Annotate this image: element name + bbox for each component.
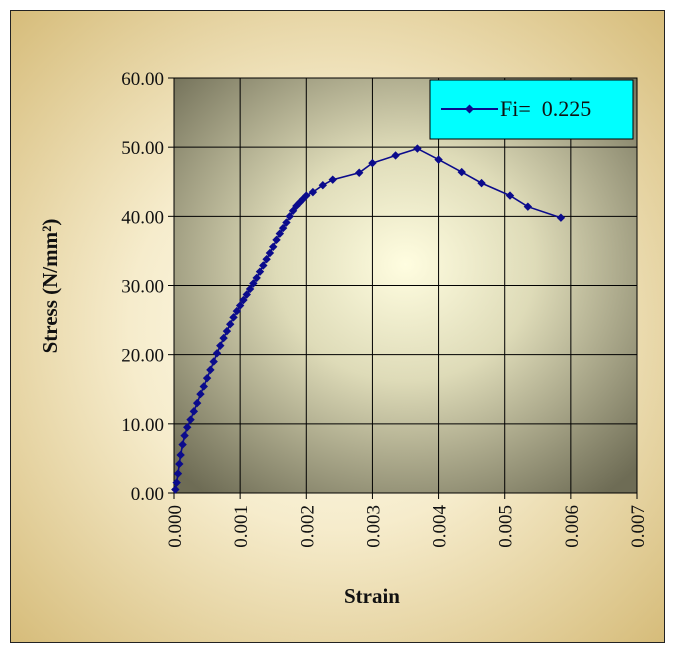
data-point xyxy=(235,301,245,310)
y-tick-label: 10.00 xyxy=(121,415,164,436)
data-point xyxy=(295,198,304,207)
data-point xyxy=(183,423,192,432)
data-point xyxy=(229,313,238,322)
data-point xyxy=(275,229,285,238)
data-point xyxy=(173,469,183,478)
x-tick-label: 0.002 xyxy=(297,505,318,548)
data-point xyxy=(202,373,212,383)
data-point xyxy=(180,431,189,440)
y-tick-labels: 0.00 10.00 20.00 30.00 40.00 50.00 60.00 xyxy=(121,69,164,505)
data-point xyxy=(171,485,180,494)
data-point xyxy=(265,248,275,258)
grid-lines xyxy=(173,77,638,494)
data-point xyxy=(272,235,281,245)
y-tick-label: 40.00 xyxy=(121,207,164,228)
data-point xyxy=(186,415,195,424)
data-point xyxy=(252,273,261,283)
data-point xyxy=(308,187,318,197)
x-tick-label: 0.006 xyxy=(562,505,583,548)
x-tick-labels: 0.000 0.001 0.002 0.003 0.004 0.005 0.006 0.007 xyxy=(165,505,649,548)
data-point xyxy=(178,440,187,449)
data-point xyxy=(242,290,251,299)
data-point xyxy=(282,218,291,227)
data-point xyxy=(262,255,271,264)
data-point xyxy=(556,213,566,222)
x-tick-label: 0.005 xyxy=(496,505,517,548)
y-axis-title: Stress (N/mm²) xyxy=(38,219,62,354)
x-tick-label: 0.000 xyxy=(165,505,186,548)
y-tick-label: 0.00 xyxy=(131,484,164,505)
data-point xyxy=(505,191,515,200)
data-point xyxy=(222,326,232,336)
x-tick-label: 0.001 xyxy=(231,505,252,548)
data-point xyxy=(259,261,268,270)
data-point xyxy=(196,389,205,399)
data-point xyxy=(226,320,235,329)
data-point xyxy=(523,202,533,211)
data-point xyxy=(285,212,294,221)
data-point xyxy=(328,175,337,184)
data-point xyxy=(199,382,208,391)
x-tick-label: 0.007 xyxy=(628,505,649,548)
data-point xyxy=(232,306,242,316)
legend: Fi= 0.225 xyxy=(429,79,634,140)
data-point xyxy=(434,155,443,164)
data-point xyxy=(172,478,181,487)
x-axis-title: Strain xyxy=(344,584,400,608)
data-point xyxy=(219,333,228,343)
data-point xyxy=(318,181,328,190)
data-point xyxy=(302,191,311,200)
axis-ticks xyxy=(168,77,638,499)
data-point xyxy=(206,365,215,375)
data-point xyxy=(269,242,278,251)
x-tick-label: 0.004 xyxy=(430,505,451,548)
data-point xyxy=(391,151,400,160)
data-point xyxy=(355,168,364,177)
data-point xyxy=(457,167,466,177)
data-point xyxy=(249,279,258,288)
y-tick-label: 30.00 xyxy=(121,277,164,298)
data-point xyxy=(413,144,422,153)
data-point xyxy=(209,357,218,366)
series-layer xyxy=(171,144,566,494)
data-point xyxy=(176,450,185,460)
data-point xyxy=(189,407,199,416)
data-point xyxy=(239,295,248,305)
data-point xyxy=(175,459,184,469)
data-point xyxy=(368,158,377,168)
x-tick-label: 0.003 xyxy=(363,505,384,548)
legend-marker xyxy=(465,104,474,114)
data-point xyxy=(245,284,255,294)
y-tick-label: 50.00 xyxy=(121,138,164,159)
y-tick-label: 20.00 xyxy=(121,346,164,367)
data-point xyxy=(212,349,222,358)
chart-frame: 0.00 10.00 20.00 30.00 40.00 50.00 60.00 0.000… xyxy=(10,10,665,643)
data-point xyxy=(192,398,202,408)
data-point xyxy=(477,178,486,188)
legend-label: Fi= 0.225 xyxy=(500,96,591,121)
data-point xyxy=(216,341,225,350)
data-point xyxy=(278,223,288,233)
y-tick-label: 60.00 xyxy=(121,69,164,90)
